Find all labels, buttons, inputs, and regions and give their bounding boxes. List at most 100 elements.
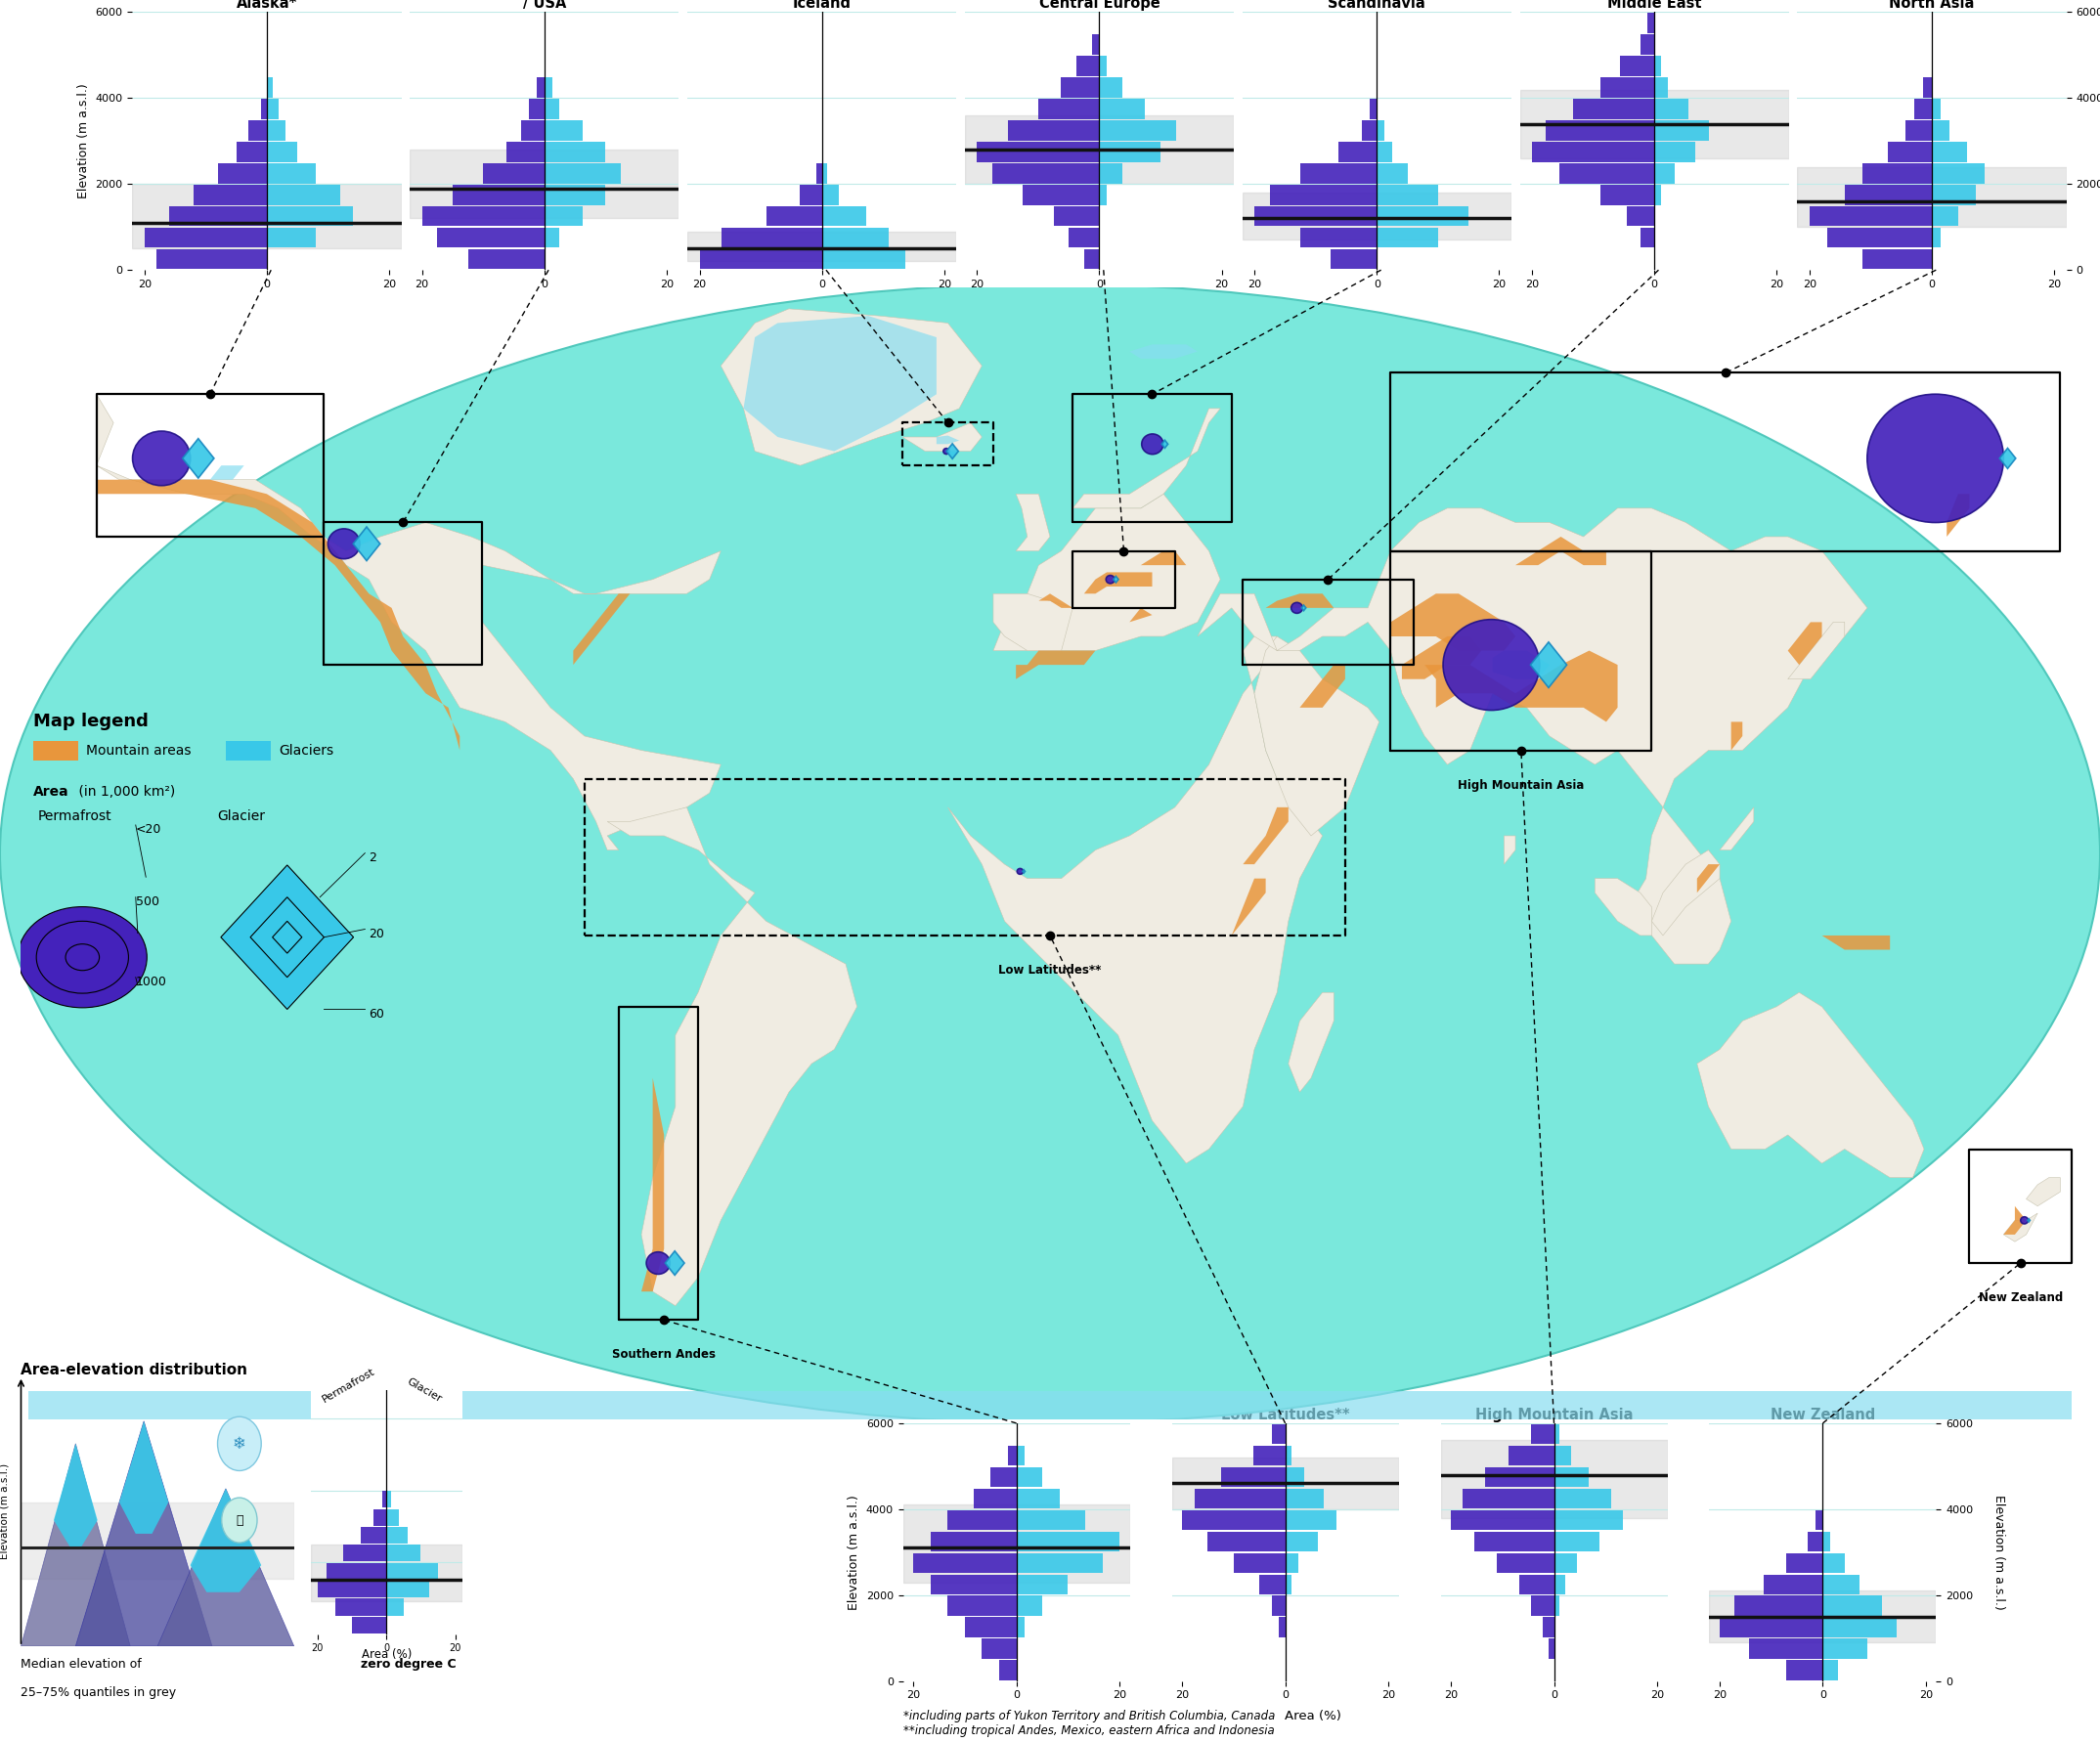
Polygon shape	[97, 394, 720, 850]
Bar	[1008, 1446, 1016, 1465]
Bar	[1270, 185, 1378, 206]
Ellipse shape	[328, 530, 359, 559]
Polygon shape	[1016, 495, 1050, 550]
Bar	[361, 1528, 386, 1543]
Bar	[1573, 99, 1655, 118]
Bar	[386, 1491, 391, 1509]
Bar	[1254, 1446, 1285, 1465]
Bar	[800, 185, 821, 206]
Bar	[237, 141, 267, 162]
Polygon shape	[1040, 594, 1073, 608]
Title: Caucasus/
Middle East: Caucasus/ Middle East	[1606, 0, 1701, 10]
Bar	[1233, 1552, 1285, 1573]
Bar	[1195, 1488, 1285, 1509]
Bar	[21, 1502, 294, 1578]
Bar	[1485, 1467, 1554, 1488]
Bar	[544, 99, 559, 118]
Polygon shape	[220, 866, 353, 1009]
Ellipse shape	[1867, 394, 2003, 523]
Bar	[267, 185, 340, 206]
Polygon shape	[1140, 550, 1186, 564]
Bar	[267, 206, 353, 226]
Text: 25–75% quantiles in grey: 25–75% quantiles in grey	[21, 1686, 176, 1698]
Polygon shape	[97, 479, 460, 751]
Polygon shape	[183, 439, 214, 477]
Polygon shape	[1289, 993, 1334, 1092]
Text: 60: 60	[370, 1007, 384, 1021]
Polygon shape	[1073, 408, 1220, 509]
Bar	[1016, 1552, 1102, 1573]
Bar	[991, 1467, 1016, 1488]
Bar	[687, 232, 956, 261]
Polygon shape	[1787, 622, 1823, 665]
Bar	[1254, 206, 1378, 226]
Polygon shape	[743, 315, 937, 451]
Text: zero degree C: zero degree C	[361, 1658, 456, 1671]
Bar	[930, 1575, 1016, 1594]
Bar	[1378, 120, 1384, 141]
Polygon shape	[1730, 721, 1743, 751]
Bar	[947, 1510, 1016, 1529]
Polygon shape	[607, 807, 857, 1306]
Bar	[1092, 35, 1100, 54]
Bar	[1749, 1639, 1823, 1658]
Bar	[699, 249, 821, 270]
Bar	[1016, 1531, 1119, 1552]
Bar	[1531, 1423, 1554, 1444]
Bar	[1655, 120, 1709, 141]
Bar	[1273, 1423, 1285, 1444]
Ellipse shape	[2020, 1218, 2029, 1225]
Polygon shape	[1113, 577, 1119, 582]
Bar	[1554, 1510, 1623, 1529]
Bar	[1823, 1660, 1838, 1681]
Bar	[1863, 164, 1932, 183]
Bar	[1932, 120, 1949, 141]
Bar	[1554, 1467, 1588, 1488]
Bar	[1531, 1596, 1554, 1617]
Title: New Zealand: New Zealand	[1770, 1408, 1875, 1421]
Bar	[468, 249, 544, 270]
Bar	[1016, 1596, 1042, 1617]
Title: Iceland: Iceland	[792, 0, 851, 10]
Bar	[132, 185, 401, 249]
Ellipse shape	[1292, 603, 1302, 613]
Bar	[1338, 141, 1378, 162]
Polygon shape	[1504, 836, 1516, 864]
Bar	[821, 228, 888, 247]
Bar	[1621, 56, 1655, 77]
Bar	[821, 185, 838, 206]
Text: Area-elevation distribution: Area-elevation distribution	[21, 1362, 248, 1376]
Bar	[1554, 1446, 1571, 1465]
Bar	[1558, 164, 1655, 183]
Polygon shape	[120, 1421, 168, 1533]
Bar	[821, 206, 867, 226]
Polygon shape	[1266, 594, 1334, 608]
Polygon shape	[1531, 643, 1567, 688]
Bar	[267, 120, 286, 141]
Bar	[977, 141, 1100, 162]
Bar	[1243, 193, 1512, 240]
Polygon shape	[1243, 807, 1289, 864]
Bar	[422, 206, 544, 226]
Bar	[1441, 1441, 1667, 1517]
Bar	[386, 1580, 428, 1597]
Polygon shape	[903, 423, 983, 451]
Polygon shape	[1999, 448, 2016, 469]
Bar	[34, 740, 78, 761]
Polygon shape	[21, 1444, 130, 1646]
Bar	[1554, 1488, 1611, 1509]
Bar	[353, 1617, 386, 1634]
Bar	[1520, 1575, 1554, 1594]
Polygon shape	[947, 636, 1323, 1164]
Polygon shape	[250, 897, 323, 977]
Polygon shape	[1161, 441, 1168, 448]
Bar	[722, 228, 821, 247]
Bar	[267, 99, 279, 118]
Title: Central Europe: Central Europe	[1040, 0, 1159, 10]
Polygon shape	[630, 979, 664, 1291]
Bar	[1208, 1531, 1285, 1552]
Polygon shape	[1084, 573, 1153, 594]
Title: Western Canada
/ USA: Western Canada / USA	[479, 0, 611, 10]
Bar	[1331, 249, 1378, 270]
Ellipse shape	[65, 944, 99, 970]
